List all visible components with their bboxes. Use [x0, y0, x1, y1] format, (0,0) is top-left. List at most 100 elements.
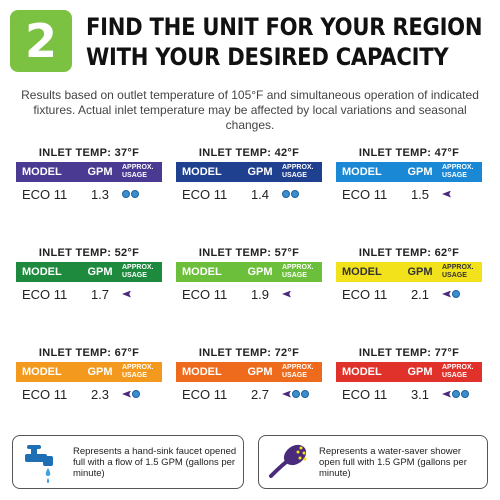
gpm-value: 1.3 — [90, 186, 110, 202]
gpm-value: 3.1 — [410, 386, 430, 402]
table-row: ECO 11 2.1 — [336, 282, 482, 306]
faucet-icon — [122, 190, 130, 198]
gpm-column-header: GPM — [247, 166, 273, 178]
usage-header-line-1: APPROX. — [442, 164, 474, 171]
gpm-column-header: GPM — [87, 266, 113, 278]
inlet-temp-title: INLET TEMP: 62°F — [358, 247, 460, 259]
shower-head-icon — [122, 290, 131, 298]
shower-legend-text: Represents a water-saver shower open ful… — [319, 445, 467, 479]
step-number: 2 — [24, 14, 57, 68]
results-disclaimer: Results based on outlet temperature of 1… — [21, 88, 479, 132]
gpm-column-header: GPM — [407, 266, 433, 278]
usage-icons — [282, 190, 322, 198]
usage-header-line-1: APPROX. — [122, 264, 154, 271]
usage-header-line-1: APPROX. — [282, 264, 314, 271]
inlet-temp-title: INLET TEMP: 67°F — [38, 347, 140, 359]
usage-header-line-2: USAGE — [122, 272, 147, 279]
shower-head-icon — [269, 444, 307, 478]
usage-header-line-1: APPROX. — [122, 164, 154, 171]
usage-header-line-2: USAGE — [442, 172, 467, 179]
faucet-icon — [461, 390, 469, 398]
inlet-temp-card: INLET TEMP: 47°F MODEL GPM APPROX. USAGE… — [336, 146, 482, 206]
gpm-column-header: GPM — [87, 166, 113, 178]
faucet-icon — [452, 390, 460, 398]
faucet-legend: Represents a hand-sink faucet opened ful… — [12, 435, 244, 489]
usage-header-line-2: USAGE — [442, 372, 467, 379]
usage-column-header: APPROX. USAGE — [282, 164, 322, 180]
model-value: ECO 11 — [342, 286, 388, 302]
usage-column-header: APPROX. USAGE — [442, 164, 482, 180]
gpm-value: 1.7 — [90, 286, 110, 302]
model-column-header: MODEL — [182, 166, 222, 178]
faucet-icon — [301, 390, 309, 398]
faucet-icon — [282, 190, 290, 198]
gpm-column-header: GPM — [247, 366, 273, 378]
usage-column-header: APPROX. USAGE — [442, 264, 482, 280]
faucet-icon — [132, 390, 140, 398]
usage-icons — [442, 290, 482, 298]
model-value: ECO 11 — [22, 186, 68, 202]
usage-header-line-2: USAGE — [282, 272, 307, 279]
card-header-bar: MODEL GPM APPROX. USAGE — [336, 262, 482, 282]
usage-header-line-1: APPROX. — [442, 364, 474, 371]
model-value: ECO 11 — [182, 186, 228, 202]
gpm-value: 2.3 — [90, 386, 110, 402]
faucet-legend-text: Represents a hand-sink faucet opened ful… — [73, 445, 237, 479]
usage-header-line-1: APPROX. — [122, 364, 154, 371]
gpm-value: 1.4 — [250, 186, 270, 202]
table-row: ECO 11 2.3 — [16, 382, 162, 406]
gpm-column-header: GPM — [407, 366, 433, 378]
gpm-column-header: GPM — [87, 366, 113, 378]
step-number-badge: 2 — [10, 10, 72, 72]
usage-icons — [122, 390, 162, 398]
inlet-temp-title: INLET TEMP: 42°F — [198, 147, 300, 159]
card-header-bar: MODEL GPM APPROX. USAGE — [176, 262, 322, 282]
shower-head-icon — [442, 190, 451, 198]
usage-column-header: APPROX. USAGE — [122, 164, 162, 180]
usage-icons — [122, 290, 162, 298]
model-column-header: MODEL — [342, 166, 382, 178]
faucet-icon — [452, 290, 460, 298]
faucet-icon — [25, 445, 53, 483]
inlet-temp-card: INLET TEMP: 72°F MODEL GPM APPROX. USAGE… — [176, 346, 322, 406]
inlet-temp-card: INLET TEMP: 57°F MODEL GPM APPROX. USAGE… — [176, 246, 322, 306]
usage-header-line-1: APPROX. — [282, 164, 314, 171]
card-header-bar: MODEL GPM APPROX. USAGE — [16, 362, 162, 382]
model-value: ECO 11 — [342, 386, 388, 402]
inlet-temp-title: INLET TEMP: 52°F — [38, 247, 140, 259]
gpm-value: 2.1 — [410, 286, 430, 302]
shower-head-icon — [282, 390, 291, 398]
usage-header-line-2: USAGE — [122, 372, 147, 379]
page-headline: FIND THE UNIT FOR YOUR REGION WITH YOUR … — [86, 12, 483, 72]
shower-head-icon — [122, 390, 131, 398]
model-value: ECO 11 — [182, 286, 228, 302]
faucet-icon — [131, 190, 139, 198]
card-header-bar: MODEL GPM APPROX. USAGE — [336, 162, 482, 182]
model-column-header: MODEL — [342, 266, 382, 278]
shower-head-icon — [442, 390, 451, 398]
headline-line-2: WITH YOUR DESIRED CAPACITY — [86, 43, 449, 71]
usage-column-header: APPROX. USAGE — [122, 364, 162, 380]
usage-header-line-2: USAGE — [282, 172, 307, 179]
inlet-temp-title: INLET TEMP: 72°F — [198, 347, 300, 359]
table-row: ECO 11 1.9 — [176, 282, 322, 306]
usage-header-line-1: APPROX. — [282, 364, 314, 371]
inlet-temp-card: INLET TEMP: 37°F MODEL GPM APPROX. USAGE… — [16, 146, 162, 206]
table-row: ECO 11 3.1 — [336, 382, 482, 406]
gpm-column-header: GPM — [247, 266, 273, 278]
inlet-temp-card: INLET TEMP: 62°F MODEL GPM APPROX. USAGE… — [336, 246, 482, 306]
usage-column-header: APPROX. USAGE — [442, 364, 482, 380]
table-row: ECO 11 2.7 — [176, 382, 322, 406]
usage-header-line-1: APPROX. — [442, 264, 474, 271]
card-header-bar: MODEL GPM APPROX. USAGE — [16, 162, 162, 182]
usage-icons — [442, 190, 482, 198]
usage-header-line-2: USAGE — [122, 172, 147, 179]
inlet-temp-card: INLET TEMP: 42°F MODEL GPM APPROX. USAGE… — [176, 146, 322, 206]
model-column-header: MODEL — [22, 266, 62, 278]
table-row: ECO 11 1.3 — [16, 182, 162, 206]
table-row: ECO 11 1.4 — [176, 182, 322, 206]
model-column-header: MODEL — [22, 366, 62, 378]
model-column-header: MODEL — [22, 166, 62, 178]
gpm-column-header: GPM — [407, 166, 433, 178]
gpm-value: 1.9 — [250, 286, 270, 302]
